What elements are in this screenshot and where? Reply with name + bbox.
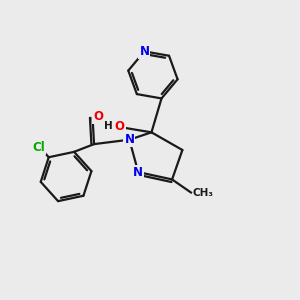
Text: O: O <box>93 110 103 123</box>
Text: Cl: Cl <box>32 141 45 154</box>
Text: CH₃: CH₃ <box>193 188 214 198</box>
Text: N: N <box>124 133 134 146</box>
Text: H: H <box>103 122 112 131</box>
Text: N: N <box>133 166 143 178</box>
Text: O: O <box>115 120 125 133</box>
Text: N: N <box>140 45 149 58</box>
